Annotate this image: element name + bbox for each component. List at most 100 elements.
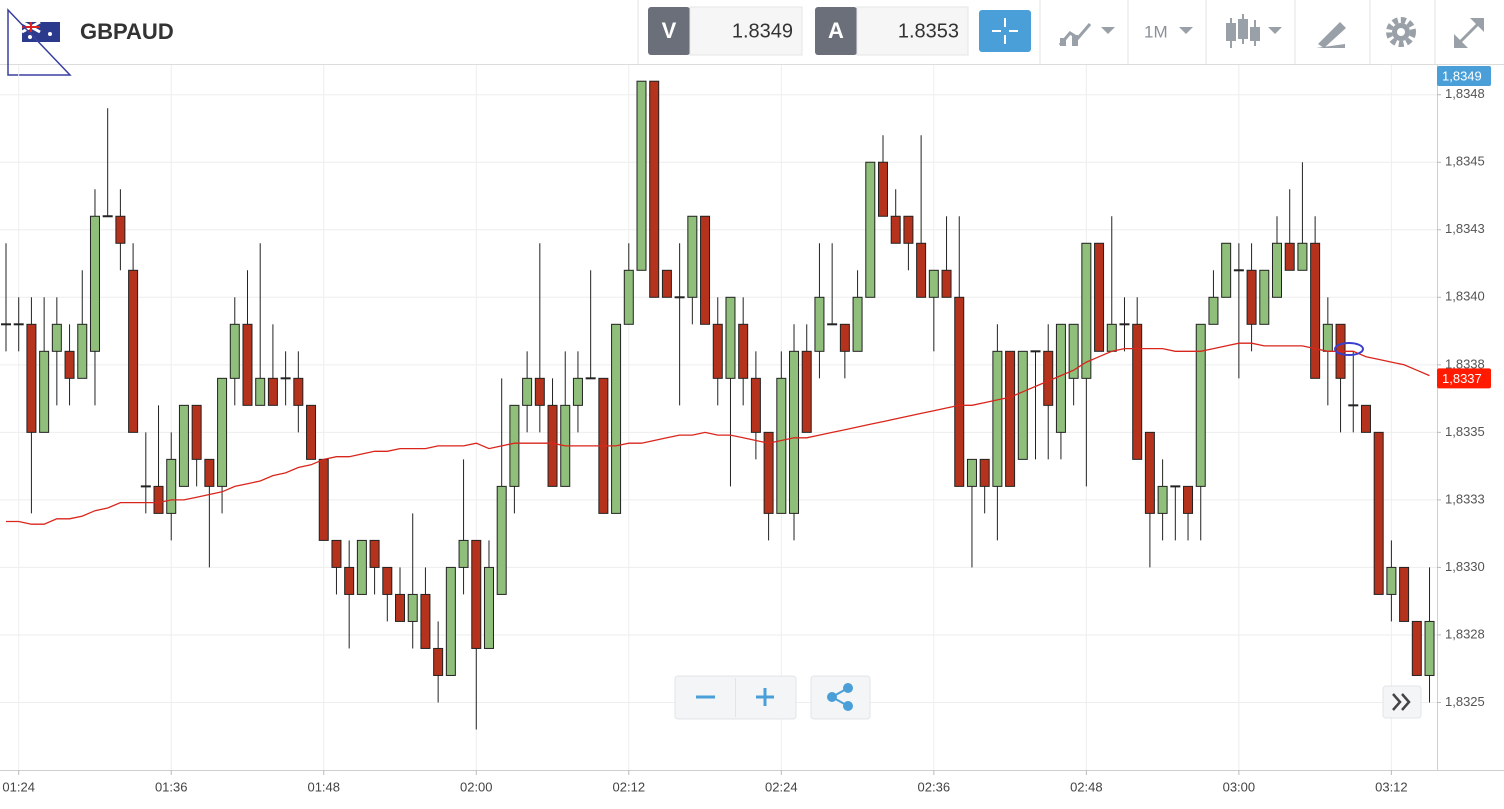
candle-body [890, 215, 901, 244]
candle-body [204, 458, 215, 487]
candle-body [572, 377, 583, 406]
candle-body [522, 377, 533, 406]
candle-body [1221, 242, 1232, 298]
scroll-end-icon[interactable] [1392, 693, 1411, 711]
bid-button[interactable] [648, 7, 690, 55]
candles [1, 80, 1435, 730]
candle-body [89, 215, 100, 352]
candle-body [471, 539, 482, 649]
candle-body [293, 377, 304, 406]
candle-body [928, 269, 939, 298]
x-tick-label: 02:48 [1070, 779, 1103, 794]
candle-body [356, 539, 367, 595]
zoom-in[interactable] [756, 688, 774, 706]
candle-body [140, 485, 151, 488]
share-icon[interactable] [827, 683, 853, 711]
y-tick-label: 1,8343 [1445, 221, 1485, 236]
candle-style-button[interactable] [1226, 14, 1282, 48]
candle-body [433, 647, 444, 676]
candle-body [1119, 323, 1130, 326]
candle-body [865, 161, 876, 298]
candle-body [51, 323, 62, 352]
flag-icon [21, 20, 60, 42]
candle-body [661, 269, 672, 298]
candle-body [916, 242, 927, 298]
ask-label[interactable]: A [828, 18, 844, 43]
candle-body [611, 323, 622, 514]
ask-button[interactable] [815, 7, 857, 55]
candle-body [534, 377, 545, 406]
timeframe[interactable]: 1M [1144, 22, 1168, 41]
candle-body [509, 404, 520, 487]
candle-body [1, 323, 11, 326]
candle-body [839, 323, 850, 352]
candle-body [1322, 323, 1333, 352]
candle-body [178, 404, 189, 487]
candle-body [483, 566, 494, 649]
overlay: 1,8348 1,8345 1,8343 1,8340 1,8338 1,8335 1,83… [2, 66, 1491, 794]
candle-body [242, 323, 253, 406]
fullscreen-button[interactable] [1454, 18, 1484, 48]
candle-body [789, 350, 800, 514]
bid-label[interactable]: V [662, 18, 677, 43]
candle-body [1144, 431, 1155, 514]
timeframe-arrow[interactable] [1179, 27, 1193, 34]
price-badge-label: 1,8349 [1442, 68, 1482, 83]
candle-body [1399, 566, 1410, 622]
candle-body [1208, 296, 1219, 325]
candle-body [776, 377, 787, 514]
y-tick-label: 1,8338 [1445, 356, 1485, 371]
candle-body [941, 269, 952, 298]
draw-tool-button[interactable] [1316, 22, 1346, 48]
candle-body [712, 323, 723, 379]
candle-body [496, 485, 507, 595]
candle-body [191, 404, 202, 460]
candle-body [687, 215, 698, 298]
candle-body [1157, 485, 1168, 514]
candle-body [1017, 350, 1028, 460]
candle-body [331, 539, 342, 568]
share-button[interactable] [810, 675, 871, 720]
x-tick-label: 02:00 [460, 779, 493, 794]
candle-body [39, 350, 50, 433]
candle-body [700, 215, 711, 325]
candle-body [306, 404, 317, 460]
candle-body [1106, 323, 1117, 352]
candle-body [217, 377, 228, 487]
candle-body [1043, 350, 1054, 406]
x-tick-label: 02:24 [765, 779, 798, 794]
candle-body [395, 593, 406, 622]
candle-body [115, 215, 126, 244]
candle-body [903, 215, 914, 244]
candle-body [801, 350, 812, 433]
candle-body [255, 377, 266, 406]
x-tick-label: 02:36 [918, 779, 951, 794]
candle-body [992, 350, 1003, 487]
candle-body [369, 539, 380, 568]
chart-type-button[interactable] [1058, 23, 1115, 46]
candle-body [674, 296, 685, 299]
settings-button[interactable] [1386, 17, 1416, 47]
candle-body [814, 296, 825, 352]
candle-body [1272, 242, 1282, 298]
scroll-end-button[interactable] [1382, 685, 1422, 719]
candle-body [623, 269, 634, 325]
candle-body [1310, 242, 1321, 379]
moving-average [6, 342, 1430, 525]
candle-body [280, 377, 291, 380]
candle-body [382, 566, 393, 595]
candle-body [267, 377, 278, 406]
candle-body [954, 296, 965, 487]
bid-price: 1.8349 [732, 20, 793, 42]
candle-body [979, 458, 990, 487]
candle-body [1081, 242, 1092, 379]
candle-body [1233, 269, 1244, 272]
candle-body [1297, 242, 1308, 271]
y-tick-label: 1,8345 [1445, 154, 1485, 169]
candle-body [318, 458, 329, 541]
candle-body [649, 80, 660, 298]
x-tick-label: 01:24 [2, 779, 35, 794]
crosshair-button[interactable] [979, 10, 1031, 52]
candle-body [725, 296, 736, 379]
